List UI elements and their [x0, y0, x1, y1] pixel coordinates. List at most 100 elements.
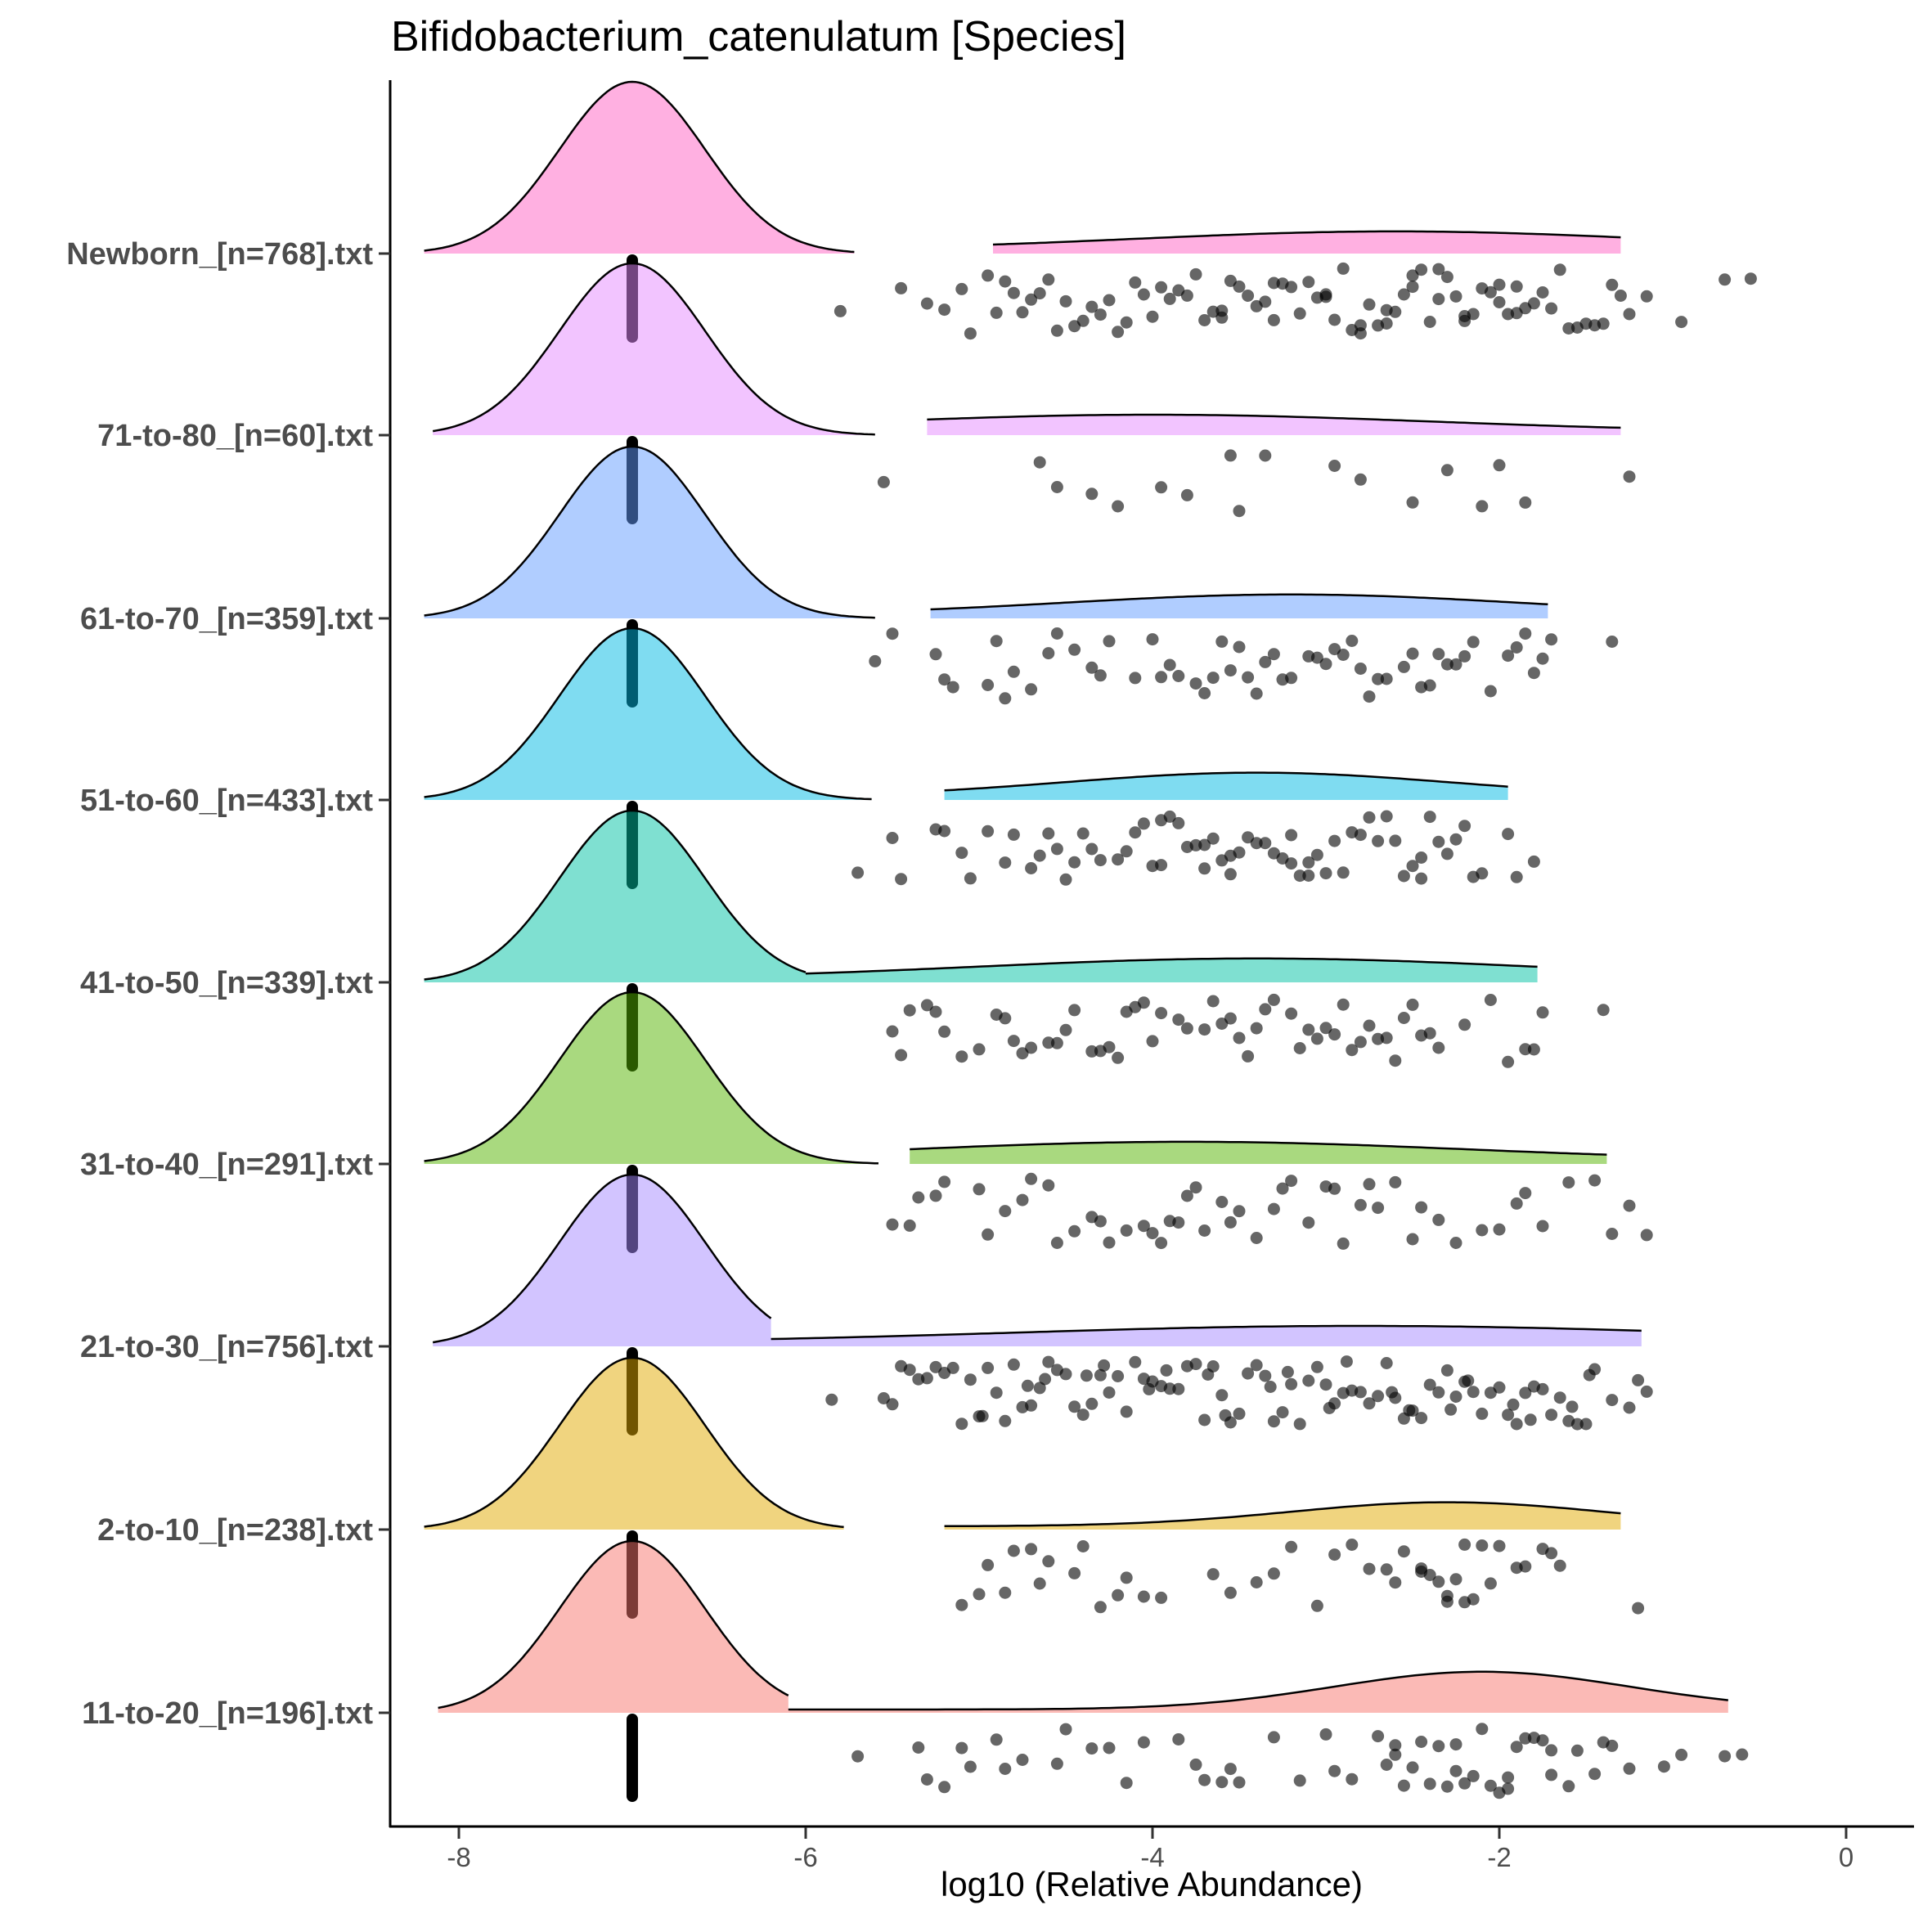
data-point — [1025, 862, 1038, 874]
data-point — [1458, 1596, 1471, 1609]
data-point — [999, 856, 1012, 869]
data-point — [1076, 1409, 1090, 1422]
data-point — [1007, 828, 1020, 841]
data-point — [1137, 1220, 1150, 1233]
data-point — [1449, 658, 1462, 671]
density-tail-fill — [771, 1326, 1642, 1346]
data-point — [955, 1418, 968, 1431]
data-point — [964, 327, 977, 340]
data-point — [1198, 838, 1211, 851]
data-point — [1484, 994, 1497, 1006]
data-point — [886, 1398, 899, 1411]
data-point — [1527, 667, 1540, 680]
x-tick-label: -8 — [447, 1842, 470, 1872]
data-point — [1050, 842, 1063, 856]
data-point — [1224, 1586, 1237, 1599]
data-point — [1276, 673, 1289, 686]
data-point — [1553, 263, 1566, 276]
data-point — [1389, 834, 1402, 847]
data-point — [1250, 1359, 1263, 1372]
data-point — [1233, 846, 1246, 859]
data-point — [1050, 1036, 1063, 1049]
data-point — [1042, 1555, 1055, 1568]
data-point — [1510, 307, 1523, 320]
data-point — [1423, 316, 1436, 328]
data-point — [1510, 870, 1523, 883]
data-point — [1632, 1602, 1645, 1615]
data-point — [938, 824, 951, 838]
data-point — [1566, 1400, 1579, 1413]
data-point — [1583, 1368, 1596, 1382]
data-point — [1440, 271, 1453, 284]
data-point — [1189, 1358, 1202, 1371]
density-head-fill — [424, 1358, 844, 1530]
density-tail-outline — [930, 593, 1548, 611]
data-point — [1606, 1228, 1619, 1240]
data-point — [1640, 1385, 1653, 1398]
data-point — [1423, 1378, 1436, 1391]
density-tail-outline — [992, 230, 1621, 246]
data-point — [1025, 1543, 1038, 1556]
data-point — [1033, 287, 1046, 300]
data-point — [1198, 1773, 1211, 1786]
data-point — [1432, 1386, 1445, 1399]
data-point — [1202, 1368, 1215, 1381]
series-8 — [438, 1539, 1749, 1802]
data-point — [1233, 1031, 1246, 1045]
data-point — [1112, 1370, 1125, 1382]
data-point — [938, 1175, 951, 1188]
data-point — [1675, 316, 1688, 329]
data-point — [1146, 860, 1159, 873]
data-point — [1397, 869, 1410, 883]
data-point — [1606, 1394, 1619, 1407]
data-point — [1259, 1369, 1272, 1382]
data-point — [964, 872, 977, 885]
data-point — [1129, 826, 1142, 839]
data-point — [1007, 286, 1020, 299]
data-point — [1519, 627, 1532, 640]
data-point — [1432, 263, 1445, 276]
density-tail-outline — [910, 1140, 1607, 1156]
data-point — [1285, 829, 1298, 842]
data-point — [1285, 1540, 1298, 1553]
data-point — [1553, 1391, 1566, 1404]
data-point — [1143, 1382, 1156, 1395]
data-point — [1440, 847, 1453, 860]
data-point — [1354, 829, 1367, 842]
data-point — [1397, 1779, 1410, 1792]
data-point — [1346, 1539, 1359, 1551]
data-point — [920, 999, 933, 1012]
data-point — [1129, 276, 1142, 289]
data-point — [1623, 1199, 1636, 1212]
data-point — [999, 1012, 1012, 1025]
data-point — [1406, 1761, 1419, 1774]
data-point — [964, 1760, 977, 1773]
data-point — [1449, 833, 1462, 846]
data-point — [1172, 1216, 1185, 1229]
data-point — [1502, 1771, 1515, 1784]
data-point — [1354, 473, 1367, 486]
data-point — [1493, 1539, 1506, 1552]
data-point — [1172, 670, 1185, 682]
data-point — [1476, 1723, 1489, 1736]
data-point — [929, 1005, 942, 1018]
y-tick-label: 21-to-30_[n=756].txt — [80, 1330, 373, 1364]
data-point — [1458, 1777, 1471, 1790]
data-point — [1527, 855, 1540, 868]
data-point — [1172, 816, 1185, 829]
data-point — [1519, 1043, 1532, 1056]
data-point — [1319, 1378, 1332, 1391]
data-point — [1112, 1588, 1125, 1602]
density-head-fill — [433, 263, 875, 435]
data-point — [1310, 651, 1323, 664]
x-tick-label: -2 — [1487, 1842, 1511, 1872]
data-point — [1215, 1018, 1229, 1030]
data-point — [1085, 300, 1099, 313]
data-point — [1449, 1738, 1462, 1751]
data-point — [1562, 1780, 1575, 1793]
data-point — [903, 1219, 916, 1232]
data-point — [1493, 1381, 1506, 1394]
data-point — [1449, 1237, 1462, 1249]
data-point — [1484, 685, 1497, 698]
data-point — [1449, 290, 1462, 303]
